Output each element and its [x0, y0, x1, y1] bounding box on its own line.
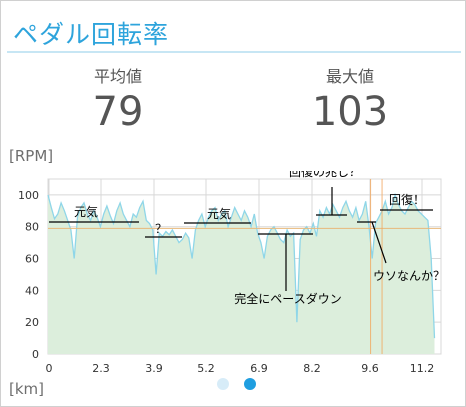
- annotation-label: 回復の兆し？: [289, 171, 361, 179]
- annotation-label: 元気: [74, 204, 98, 219]
- average-value: 79: [92, 89, 144, 135]
- y-tick-label: 60: [25, 253, 39, 266]
- annotation-label: 回復！: [389, 192, 425, 207]
- y-tick-label: 100: [18, 189, 39, 202]
- annotation-label: 元気: [207, 206, 231, 221]
- annotation-label: ？: [155, 222, 167, 236]
- y-tick-label: 0: [32, 348, 39, 361]
- y-tick-label: 40: [25, 284, 39, 297]
- annotation-label: ウソなんか？: [373, 269, 445, 283]
- x-tick-label: 3.9: [145, 362, 163, 375]
- x-tick-label: 9.6: [361, 362, 379, 375]
- x-tick-label: 8.2: [303, 362, 321, 375]
- x-tick-label: 11.2: [410, 362, 435, 375]
- series-area: [48, 194, 435, 354]
- x-tick-label: 6.9: [250, 362, 268, 375]
- pager-dot-1[interactable]: [217, 378, 229, 390]
- max-value: 103: [311, 89, 389, 135]
- page-title: ペダル回転率: [13, 20, 170, 49]
- y-tick-label: 80: [25, 221, 39, 234]
- cadence-chart: 0 20 40 60 80 100 0 2.3 3.9 5.2 6.9 8.2 9.6 11.2 元気 ？ 元気…: [18, 171, 445, 375]
- x-tick-label: 5.2: [197, 362, 215, 375]
- annotation-label: 完全にペースダウン: [234, 291, 341, 306]
- y-tick-label: 20: [25, 316, 39, 329]
- max-label: 最大値: [325, 67, 374, 86]
- annotation-connector: [371, 221, 387, 264]
- y-unit-label: [RPM]: [9, 147, 54, 165]
- x-tick-label: 0: [46, 362, 53, 375]
- x-unit-label: [km]: [9, 380, 45, 398]
- average-label: 平均値: [93, 67, 142, 86]
- series-line: [47, 192, 436, 339]
- x-tick-label: 2.3: [92, 362, 110, 375]
- pager-dot-2[interactable]: [244, 378, 256, 390]
- title-divider: [7, 51, 461, 53]
